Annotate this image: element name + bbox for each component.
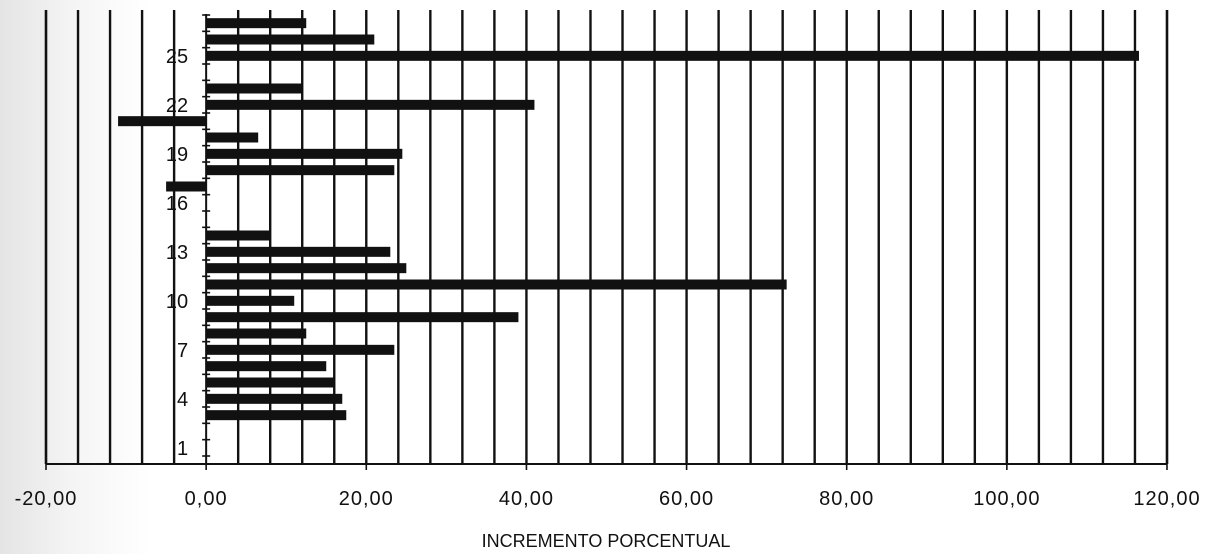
bar: [206, 263, 407, 274]
bar: [206, 148, 403, 159]
x-axis-title: INCREMENTO PORCENTUAL: [482, 531, 731, 551]
x-tick-label: 80,00: [819, 488, 874, 510]
y-tick-label: 10: [166, 291, 188, 313]
x-tick-label: 0,00: [185, 488, 228, 510]
bar: [206, 377, 335, 388]
bar: [206, 230, 271, 241]
x-tick-label: -20,00: [15, 488, 78, 510]
x-tick-label: 40,00: [499, 488, 554, 510]
bar: [206, 50, 1139, 61]
x-tick-label: 100,00: [973, 488, 1040, 510]
bar: [206, 132, 259, 143]
y-axis: 1 4 7 10 13 16 19 22 25: [166, 14, 211, 464]
x-axis: -20,00 0,00 20,00 40,00 60,00 80,00 100,00 120,…: [15, 463, 1200, 510]
y-tick-label: 7: [177, 340, 188, 362]
bar: [206, 18, 307, 29]
bar: [206, 279, 787, 290]
bar: [118, 116, 207, 127]
y-tick-label: 13: [166, 242, 188, 264]
y-tick-label: 1: [177, 438, 188, 460]
bar: [206, 344, 395, 355]
bar: [206, 312, 519, 323]
bar: [206, 295, 295, 306]
bar: [206, 34, 375, 45]
x-tick-label: 20,00: [339, 488, 394, 510]
bar: [206, 83, 303, 94]
bars: [118, 18, 1139, 421]
y-tick-label: 25: [166, 46, 188, 68]
bar: [206, 361, 327, 372]
x-tick-label: 120,00: [1133, 488, 1200, 510]
y-tick-label: 22: [166, 95, 188, 117]
bar: [166, 181, 207, 192]
bar: [206, 328, 307, 339]
bar: [206, 165, 395, 176]
x-tick-label: 60,00: [659, 488, 714, 510]
bar: [206, 410, 347, 421]
bar: [206, 99, 535, 110]
y-tick-label: 16: [166, 193, 188, 215]
y-tick-label: 4: [177, 389, 188, 411]
bar: [206, 393, 343, 404]
bar: [206, 246, 391, 257]
y-tick-label: 19: [166, 144, 188, 166]
